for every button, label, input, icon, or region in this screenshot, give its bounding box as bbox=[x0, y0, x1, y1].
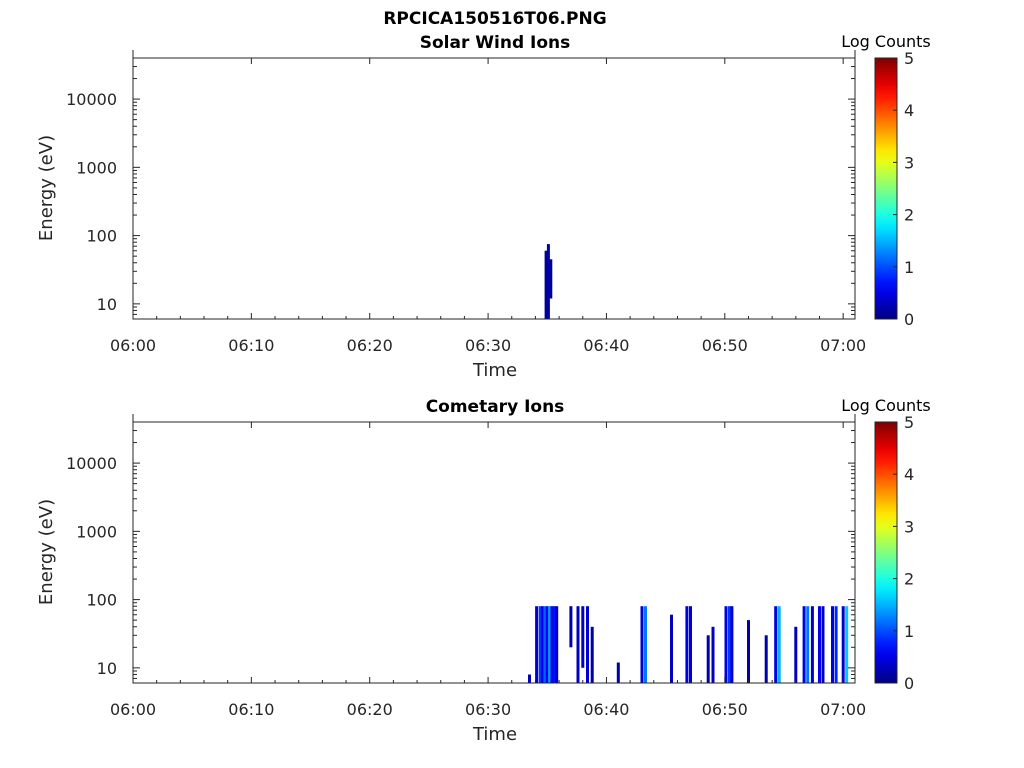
cometary-data-cell bbox=[545, 606, 549, 683]
cometary-x-tick-label: 06:40 bbox=[583, 700, 629, 719]
solar-wind-y-tick-label: 1000 bbox=[76, 158, 117, 177]
cometary-data-cell bbox=[810, 606, 814, 683]
cometary-data-cell bbox=[821, 606, 825, 683]
solar-wind-y-tick-label: 100 bbox=[86, 227, 117, 246]
cometary-data-cell bbox=[706, 635, 710, 683]
solar-wind-y-tick-label: 10 bbox=[97, 295, 117, 314]
cometary-y-tick-label: 1000 bbox=[76, 522, 117, 541]
cometary-data-cell bbox=[728, 606, 731, 683]
cometary-colorbar-label: Log Counts bbox=[841, 396, 931, 415]
solar-wind-xlabel: Time bbox=[472, 360, 517, 381]
cometary-colorbar-tick-label: 4 bbox=[904, 465, 914, 484]
cometary-colorbar-tick-label: 3 bbox=[904, 517, 914, 536]
cometary-data-cell bbox=[581, 606, 585, 668]
cometary-data-cell bbox=[576, 606, 580, 683]
cometary-data bbox=[528, 606, 849, 683]
figure-title: RPCICA150516T06.PNG bbox=[383, 9, 606, 29]
cometary-panel: Cometary Ions Time Energy (eV) Log Count… bbox=[36, 396, 931, 745]
solar-wind-data-cell bbox=[544, 250, 548, 319]
solar-wind-panel: Solar Wind Ions Time Energy (eV) Log Cou… bbox=[36, 32, 931, 381]
cometary-data-cell bbox=[831, 606, 834, 683]
cometary-data-cell bbox=[777, 606, 781, 683]
cometary-xlabel: Time bbox=[472, 724, 517, 745]
solar-wind-x-tick-label: 06:30 bbox=[465, 336, 511, 355]
solar-wind-data bbox=[544, 244, 553, 319]
cometary-x-tick-label: 07:00 bbox=[820, 700, 866, 719]
cometary-x-tick-label: 06:00 bbox=[110, 700, 156, 719]
cometary-colorbar-tick-label: 2 bbox=[904, 570, 914, 589]
cometary-colorbar-tick-label: 5 bbox=[904, 413, 914, 432]
cometary-data-cell bbox=[590, 626, 594, 683]
cometary-data-cell bbox=[764, 635, 768, 683]
cometary-data-cell bbox=[552, 606, 556, 683]
solar-wind-colorbar-tick-label: 4 bbox=[904, 101, 914, 120]
cometary-data-cell bbox=[841, 606, 845, 683]
cometary-x-tick-label: 06:30 bbox=[465, 700, 511, 719]
cometary-data-cell bbox=[685, 606, 689, 683]
cometary-data-cell bbox=[806, 606, 810, 683]
cometary-data-cell bbox=[670, 614, 673, 683]
solar-wind-x-tick-label: 07:00 bbox=[820, 336, 866, 355]
solar-wind-data-cell bbox=[549, 259, 553, 299]
cometary-data-cell bbox=[550, 606, 554, 683]
cometary-data-cell bbox=[543, 606, 547, 683]
cometary-data-cell bbox=[818, 606, 821, 683]
cometary-data-cell bbox=[538, 606, 542, 683]
cometary-data-cell bbox=[555, 606, 559, 683]
cometary-data-cell bbox=[774, 606, 778, 683]
cometary-data-cell bbox=[528, 674, 531, 683]
solar-wind-colorbar-tick-label: 1 bbox=[904, 258, 914, 277]
solar-wind-colorbar bbox=[874, 57, 898, 320]
cometary-title: Cometary Ions bbox=[426, 397, 565, 417]
solar-wind-x-tick-label: 06:10 bbox=[228, 336, 274, 355]
cometary-ylabel: Energy (eV) bbox=[36, 499, 57, 605]
solar-wind-colorbar-label: Log Counts bbox=[841, 32, 931, 51]
cometary-x-tick-label: 06:10 bbox=[228, 700, 274, 719]
solar-wind-x-tick-label: 06:40 bbox=[583, 336, 629, 355]
solar-wind-data-cell bbox=[546, 244, 550, 319]
cometary-data-cell bbox=[689, 606, 692, 683]
cometary-axes-box bbox=[132, 421, 856, 684]
solar-wind-colorbar-tick-label: 0 bbox=[904, 310, 914, 329]
solar-wind-x-tick-label: 06:20 bbox=[347, 336, 393, 355]
cometary-data-cell bbox=[794, 626, 798, 683]
solar-wind-title: Solar Wind Ions bbox=[420, 33, 571, 53]
solar-wind-colorbar-tick-label: 2 bbox=[904, 206, 914, 225]
cometary-colorbar bbox=[874, 421, 898, 684]
solar-wind-ylabel: Energy (eV) bbox=[36, 135, 57, 241]
cometary-data-cell bbox=[845, 606, 849, 683]
solar-wind-x-tick-label: 06:50 bbox=[702, 336, 748, 355]
cometary-data-cell bbox=[640, 606, 644, 683]
cometary-data-cell bbox=[548, 606, 552, 683]
solar-wind-axes-box bbox=[132, 57, 856, 320]
solar-wind-y-tick-label: 10000 bbox=[66, 90, 117, 109]
solar-wind-colorbar-tick-label: 3 bbox=[904, 153, 914, 172]
cometary-y-tick-label: 10000 bbox=[66, 454, 117, 473]
cometary-data-cell bbox=[541, 606, 544, 683]
cometary-colorbar-tick-label: 0 bbox=[904, 674, 914, 693]
cometary-x-tick-label: 06:20 bbox=[347, 700, 393, 719]
cometary-data-cell bbox=[535, 606, 539, 683]
cometary-colorbar-tick-label: 1 bbox=[904, 622, 914, 641]
cometary-data-cell bbox=[711, 626, 715, 683]
cometary-data-cell bbox=[802, 606, 806, 683]
cometary-y-tick-label: 10 bbox=[97, 659, 117, 678]
cometary-data-cell bbox=[834, 606, 838, 683]
cometary-data-cell bbox=[616, 662, 620, 683]
cometary-x-tick-label: 06:50 bbox=[702, 700, 748, 719]
solar-wind-x-tick-label: 06:00 bbox=[110, 336, 156, 355]
cometary-data-cell bbox=[724, 606, 728, 683]
cometary-data-cell bbox=[569, 606, 573, 648]
cometary-data-cell bbox=[586, 606, 589, 683]
cometary-data-cell bbox=[644, 606, 647, 683]
cometary-y-tick-label: 100 bbox=[86, 591, 117, 610]
cometary-data-cell bbox=[730, 606, 734, 683]
solar-wind-colorbar-tick-label: 5 bbox=[904, 49, 914, 68]
cometary-data-cell bbox=[747, 620, 750, 683]
